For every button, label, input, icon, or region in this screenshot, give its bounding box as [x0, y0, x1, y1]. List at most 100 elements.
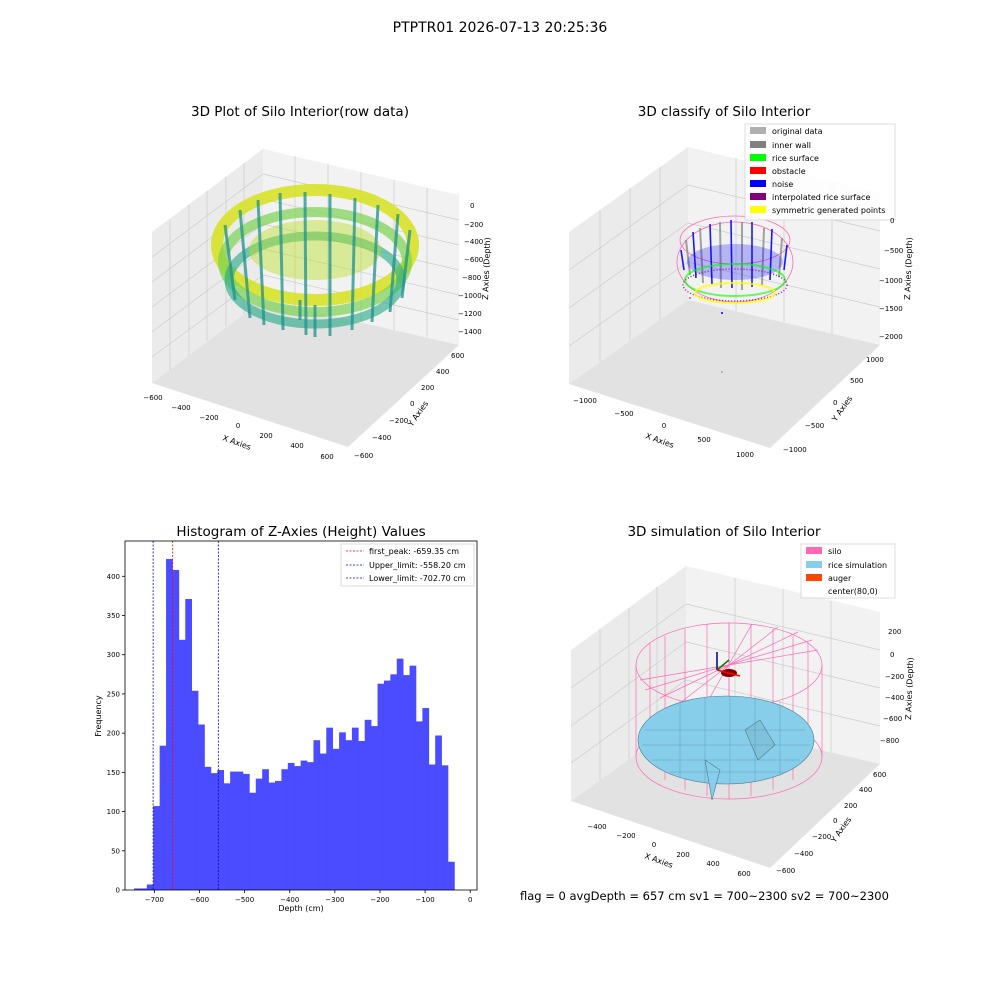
- hist-bars: [134, 559, 455, 890]
- hist-bar: [204, 766, 212, 890]
- hist-bar: [345, 740, 353, 890]
- sim-y-tick: 600: [873, 771, 886, 779]
- sim-z-ticks: 200 0 −200 −400 −600 −800: [880, 628, 904, 745]
- hist-title: Histogram of Z-Axies (Height) Values: [176, 524, 425, 540]
- classify-z-label: Z Axies (Depth): [903, 237, 914, 300]
- panel-classify-3d: 3D classify of Silo Interior: [568, 104, 914, 459]
- classify-z-tick: −2000: [879, 333, 903, 341]
- hist-bar: [159, 745, 167, 890]
- hist-bar: [313, 740, 321, 890]
- sim-z-tick: −800: [880, 737, 899, 745]
- raw-z-tick: −1400: [458, 328, 482, 336]
- legend-symmetric-points: symmetric generated points: [772, 206, 885, 215]
- legend-first-peak: first_peak: -659.35 cm: [369, 547, 459, 556]
- hist-bar: [415, 721, 423, 890]
- hist-bar: [409, 665, 417, 890]
- panel-histogram: Histogram of Z-Axies (Height) Values −70…: [94, 524, 478, 913]
- raw-3d-scatter-points: [211, 184, 419, 337]
- sim-x-tick: −200: [616, 832, 635, 840]
- raw-3d-z-ticks: 0 −200 −400 −600 −800 −1000 −1200 −1400: [458, 202, 483, 336]
- hist-bar: [223, 783, 231, 890]
- sim-3d-grid: [570, 578, 881, 780]
- classify-x-label: X Axies: [644, 431, 675, 450]
- hist-bar: [294, 766, 301, 890]
- sim-z-tick: −200: [885, 673, 904, 681]
- hist-x-tick-label: −300: [325, 896, 344, 904]
- classify-legend: original data inner wall rice surface ob…: [744, 123, 896, 221]
- hist-x-label: Depth (cm): [278, 904, 323, 913]
- hist-y-tick-label: 50: [111, 847, 120, 855]
- sim-auger: [716, 652, 741, 677]
- hist-bar: [307, 762, 314, 890]
- panel-classify-title: 3D classify of Silo Interior: [638, 104, 811, 120]
- panel-simulation-3d: 3D simulation of Silo Interior: [570, 524, 915, 878]
- legend-rice-simulation: rice simulation: [828, 561, 887, 570]
- hist-x-tick-label: −600: [190, 896, 209, 904]
- hist-bar: [191, 690, 199, 890]
- hist-x-tick-label: −700: [145, 896, 164, 904]
- hist-bar: [230, 771, 237, 890]
- hist-bar: [249, 792, 257, 890]
- sim-title: 3D simulation of Silo Interior: [627, 524, 821, 540]
- hist-bar: [339, 732, 346, 890]
- sim-y-tick: 400: [859, 786, 872, 794]
- hist-bar: [332, 748, 340, 890]
- hist-bar: [300, 760, 308, 890]
- sim-rice-surface: [637, 695, 815, 801]
- sim-z-tick: −400: [885, 694, 904, 702]
- raw-x-label: X Axies: [221, 433, 252, 452]
- raw-z-tick: −1200: [458, 310, 482, 318]
- raw-x-tick: 0: [236, 422, 240, 430]
- hist-bar: [255, 778, 263, 890]
- legend-center: center(80,0): [828, 587, 878, 596]
- raw-y-tick: 200: [421, 384, 434, 392]
- hist-bar: [428, 764, 436, 890]
- classify-y-ticks: −1000 −500 0 500 1000: [783, 356, 884, 454]
- hist-bar: [403, 675, 410, 890]
- hist-x-tick-label: −400: [280, 896, 299, 904]
- sim-x-tick: 400: [706, 860, 719, 868]
- hist-bar: [134, 888, 141, 890]
- hist-bar: [351, 727, 359, 890]
- hist-bar: [262, 769, 269, 890]
- hist-y-tick-label: 250: [107, 690, 120, 698]
- hist-bar: [268, 782, 276, 890]
- hist-bar: [358, 740, 366, 890]
- classify-y-tick: 500: [850, 377, 863, 385]
- classify-3d-points: [676, 215, 794, 373]
- raw-z-tick: 0: [470, 202, 474, 210]
- sim-z-tick: −600: [883, 715, 902, 723]
- sim-y-tick: 0: [833, 817, 837, 825]
- raw-3d-x-ticks: −600 −400 −200 0 200 400 600: [143, 394, 333, 461]
- sim-y-ticks: −600 −400 −200 0 200 400 600: [776, 771, 886, 875]
- hist-bar: [448, 861, 455, 890]
- raw-3d-y-ticks: −600 −400 −200 0 200 400 600: [354, 352, 464, 460]
- figure-suptitle: PTPTR01 2026-07-13 20:25:36: [393, 20, 608, 36]
- raw-z-tick: −1000: [458, 292, 482, 300]
- classify-y-tick: 0: [833, 399, 837, 407]
- hist-vlines: [152, 541, 219, 890]
- sim-x-tick: 0: [652, 841, 656, 849]
- raw-x-tick: 400: [290, 442, 303, 450]
- hist-legend: first_peak: -659.35 cm Upper_limit: -558…: [340, 543, 475, 587]
- classify-x-tick: 1000: [736, 451, 754, 459]
- hist-bar: [172, 570, 180, 890]
- raw-y-tick: 600: [451, 352, 464, 360]
- classify-z-tick: −1000: [879, 277, 903, 285]
- hist-axes-frame: [124, 540, 478, 891]
- hist-y-tick-label: 150: [107, 769, 120, 777]
- legend-silo: silo: [828, 547, 842, 556]
- hist-x-tick-label: 0: [468, 896, 472, 904]
- hist-y-ticks: 0 50 100 150 200 250 300 350 400: [107, 573, 125, 895]
- sim-x-tick: 600: [737, 870, 750, 878]
- hist-bar: [422, 708, 430, 890]
- legend-noise: noise: [772, 180, 793, 189]
- sim-z-tick: 0: [890, 651, 894, 659]
- raw-z-tick: −600: [464, 256, 483, 264]
- hist-bar: [287, 762, 295, 890]
- legend-rice-surface: rice surface: [772, 154, 819, 163]
- legend-auger: auger: [828, 574, 852, 583]
- legend-lower-limit: Lower_limit: -702.70 cm: [369, 574, 466, 583]
- hist-bar: [198, 724, 205, 890]
